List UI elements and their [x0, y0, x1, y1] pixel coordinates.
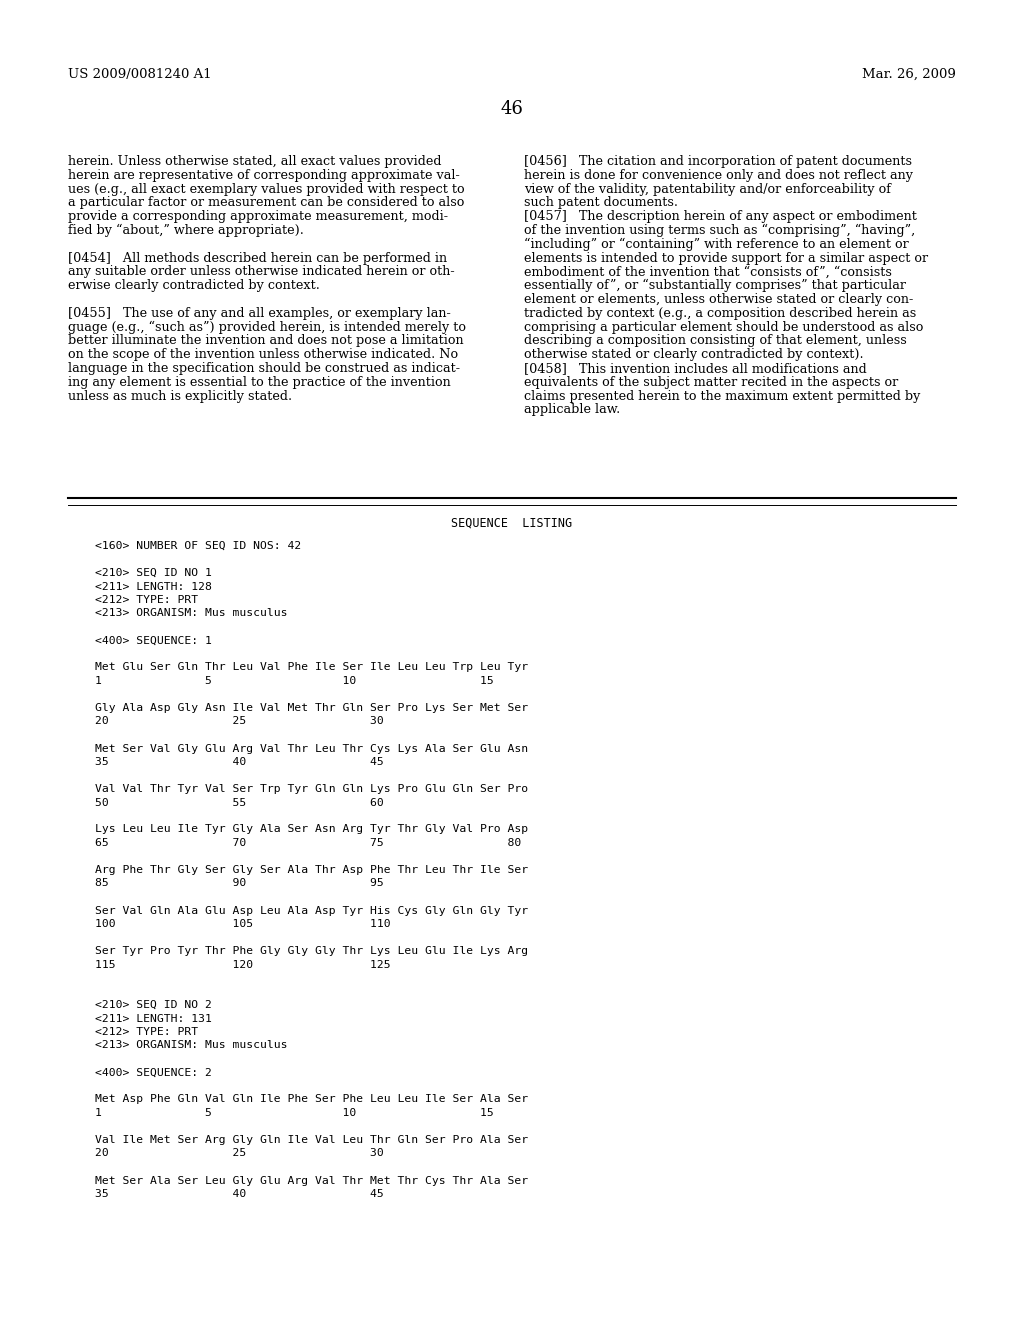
Text: 100                 105                 110: 100 105 110 — [95, 919, 390, 929]
Text: <211> LENGTH: 131: <211> LENGTH: 131 — [95, 1014, 212, 1023]
Text: such patent documents.: such patent documents. — [524, 197, 678, 210]
Text: 1               5                   10                  15: 1 5 10 15 — [95, 1107, 494, 1118]
Text: language in the specification should be construed as indicat-: language in the specification should be … — [68, 362, 460, 375]
Text: 20                  25                  30: 20 25 30 — [95, 717, 384, 726]
Text: herein. Unless otherwise stated, all exact values provided: herein. Unless otherwise stated, all exa… — [68, 154, 441, 168]
Text: [0455]   The use of any and all examples, or exemplary lan-: [0455] The use of any and all examples, … — [68, 306, 451, 319]
Text: applicable law.: applicable law. — [524, 404, 621, 416]
Text: 35                  40                  45: 35 40 45 — [95, 1189, 384, 1199]
Text: Gly Ala Asp Gly Asn Ile Val Met Thr Gln Ser Pro Lys Ser Met Ser: Gly Ala Asp Gly Asn Ile Val Met Thr Gln … — [95, 704, 528, 713]
Text: [0457]   The description herein of any aspect or embodiment: [0457] The description herein of any asp… — [524, 210, 916, 223]
Text: guage (e.g., “such as”) provided herein, is intended merely to: guage (e.g., “such as”) provided herein,… — [68, 321, 466, 334]
Text: 1               5                   10                  15: 1 5 10 15 — [95, 676, 494, 686]
Text: Arg Phe Thr Gly Ser Gly Ser Ala Thr Asp Phe Thr Leu Thr Ile Ser: Arg Phe Thr Gly Ser Gly Ser Ala Thr Asp … — [95, 865, 528, 875]
Text: <400> SEQUENCE: 2: <400> SEQUENCE: 2 — [95, 1068, 212, 1077]
Text: erwise clearly contradicted by context.: erwise clearly contradicted by context. — [68, 280, 319, 292]
Text: <212> TYPE: PRT: <212> TYPE: PRT — [95, 595, 198, 605]
Text: on the scope of the invention unless otherwise indicated. No: on the scope of the invention unless oth… — [68, 348, 458, 362]
Text: [0458]   This invention includes all modifications and: [0458] This invention includes all modif… — [524, 362, 866, 375]
Text: herein are representative of corresponding approximate val-: herein are representative of correspondi… — [68, 169, 460, 182]
Text: 20                  25                  30: 20 25 30 — [95, 1148, 384, 1159]
Text: [0456]   The citation and incorporation of patent documents: [0456] The citation and incorporation of… — [524, 154, 912, 168]
Text: Met Ser Ala Ser Leu Gly Glu Arg Val Thr Met Thr Cys Thr Ala Ser: Met Ser Ala Ser Leu Gly Glu Arg Val Thr … — [95, 1176, 528, 1185]
Text: ues (e.g., all exact exemplary values provided with respect to: ues (e.g., all exact exemplary values pr… — [68, 182, 465, 195]
Text: 46: 46 — [501, 100, 523, 117]
Text: any suitable order unless otherwise indicated herein or oth-: any suitable order unless otherwise indi… — [68, 265, 455, 279]
Text: tradicted by context (e.g., a composition described herein as: tradicted by context (e.g., a compositio… — [524, 306, 916, 319]
Text: 35                  40                  45: 35 40 45 — [95, 756, 384, 767]
Text: comprising a particular element should be understood as also: comprising a particular element should b… — [524, 321, 924, 334]
Text: provide a corresponding approximate measurement, modi-: provide a corresponding approximate meas… — [68, 210, 449, 223]
Text: 50                  55                  60: 50 55 60 — [95, 797, 384, 808]
Text: 115                 120                 125: 115 120 125 — [95, 960, 390, 969]
Text: Met Ser Val Gly Glu Arg Val Thr Leu Thr Cys Lys Ala Ser Glu Asn: Met Ser Val Gly Glu Arg Val Thr Leu Thr … — [95, 743, 528, 754]
Text: view of the validity, patentability and/or enforceability of: view of the validity, patentability and/… — [524, 182, 891, 195]
Text: essentially of”, or “substantially comprises” that particular: essentially of”, or “substantially compr… — [524, 280, 906, 293]
Text: <210> SEQ ID NO 2: <210> SEQ ID NO 2 — [95, 1001, 212, 1010]
Text: Mar. 26, 2009: Mar. 26, 2009 — [862, 69, 956, 81]
Text: <211> LENGTH: 128: <211> LENGTH: 128 — [95, 582, 212, 591]
Text: herein is done for convenience only and does not reflect any: herein is done for convenience only and … — [524, 169, 913, 182]
Text: Met Glu Ser Gln Thr Leu Val Phe Ile Ser Ile Leu Leu Trp Leu Tyr: Met Glu Ser Gln Thr Leu Val Phe Ile Ser … — [95, 663, 528, 672]
Text: 85                  90                  95: 85 90 95 — [95, 879, 384, 888]
Text: <212> TYPE: PRT: <212> TYPE: PRT — [95, 1027, 198, 1038]
Text: ing any element is essential to the practice of the invention: ing any element is essential to the prac… — [68, 376, 451, 389]
Text: Val Ile Met Ser Arg Gly Gln Ile Val Leu Thr Gln Ser Pro Ala Ser: Val Ile Met Ser Arg Gly Gln Ile Val Leu … — [95, 1135, 528, 1144]
Text: Ser Tyr Pro Tyr Thr Phe Gly Gly Gly Thr Lys Leu Glu Ile Lys Arg: Ser Tyr Pro Tyr Thr Phe Gly Gly Gly Thr … — [95, 946, 528, 956]
Text: embodiment of the invention that “consists of”, “consists: embodiment of the invention that “consis… — [524, 265, 892, 279]
Text: element or elements, unless otherwise stated or clearly con-: element or elements, unless otherwise st… — [524, 293, 913, 306]
Text: unless as much is explicitly stated.: unless as much is explicitly stated. — [68, 389, 292, 403]
Text: <213> ORGANISM: Mus musculus: <213> ORGANISM: Mus musculus — [95, 609, 288, 619]
Text: fied by “about,” where appropriate).: fied by “about,” where appropriate). — [68, 224, 304, 238]
Text: Val Val Thr Tyr Val Ser Trp Tyr Gln Gln Lys Pro Glu Gln Ser Pro: Val Val Thr Tyr Val Ser Trp Tyr Gln Gln … — [95, 784, 528, 795]
Text: Lys Leu Leu Ile Tyr Gly Ala Ser Asn Arg Tyr Thr Gly Val Pro Asp: Lys Leu Leu Ile Tyr Gly Ala Ser Asn Arg … — [95, 825, 528, 834]
Text: [0454]   All methods described herein can be performed in: [0454] All methods described herein can … — [68, 252, 447, 264]
Text: 65                  70                  75                  80: 65 70 75 80 — [95, 838, 521, 847]
Text: “including” or “containing” with reference to an element or: “including” or “containing” with referen… — [524, 238, 908, 251]
Text: claims presented herein to the maximum extent permitted by: claims presented herein to the maximum e… — [524, 389, 921, 403]
Text: SEQUENCE  LISTING: SEQUENCE LISTING — [452, 517, 572, 531]
Text: elements is intended to provide support for a similar aspect or: elements is intended to provide support … — [524, 252, 928, 264]
Text: Met Asp Phe Gln Val Gln Ile Phe Ser Phe Leu Leu Ile Ser Ala Ser: Met Asp Phe Gln Val Gln Ile Phe Ser Phe … — [95, 1094, 528, 1105]
Text: otherwise stated or clearly contradicted by context).: otherwise stated or clearly contradicted… — [524, 348, 863, 362]
Text: describing a composition consisting of that element, unless: describing a composition consisting of t… — [524, 334, 906, 347]
Text: a particular factor or measurement can be considered to also: a particular factor or measurement can b… — [68, 197, 464, 210]
Text: <400> SEQUENCE: 1: <400> SEQUENCE: 1 — [95, 635, 212, 645]
Text: <210> SEQ ID NO 1: <210> SEQ ID NO 1 — [95, 568, 212, 578]
Text: US 2009/0081240 A1: US 2009/0081240 A1 — [68, 69, 212, 81]
Text: of the invention using terms such as “comprising”, “having”,: of the invention using terms such as “co… — [524, 224, 915, 238]
Text: <213> ORGANISM: Mus musculus: <213> ORGANISM: Mus musculus — [95, 1040, 288, 1051]
Text: equivalents of the subject matter recited in the aspects or: equivalents of the subject matter recite… — [524, 376, 898, 389]
Text: better illuminate the invention and does not pose a limitation: better illuminate the invention and does… — [68, 334, 464, 347]
Text: Ser Val Gln Ala Glu Asp Leu Ala Asp Tyr His Cys Gly Gln Gly Tyr: Ser Val Gln Ala Glu Asp Leu Ala Asp Tyr … — [95, 906, 528, 916]
Text: <160> NUMBER OF SEQ ID NOS: 42: <160> NUMBER OF SEQ ID NOS: 42 — [95, 541, 301, 550]
